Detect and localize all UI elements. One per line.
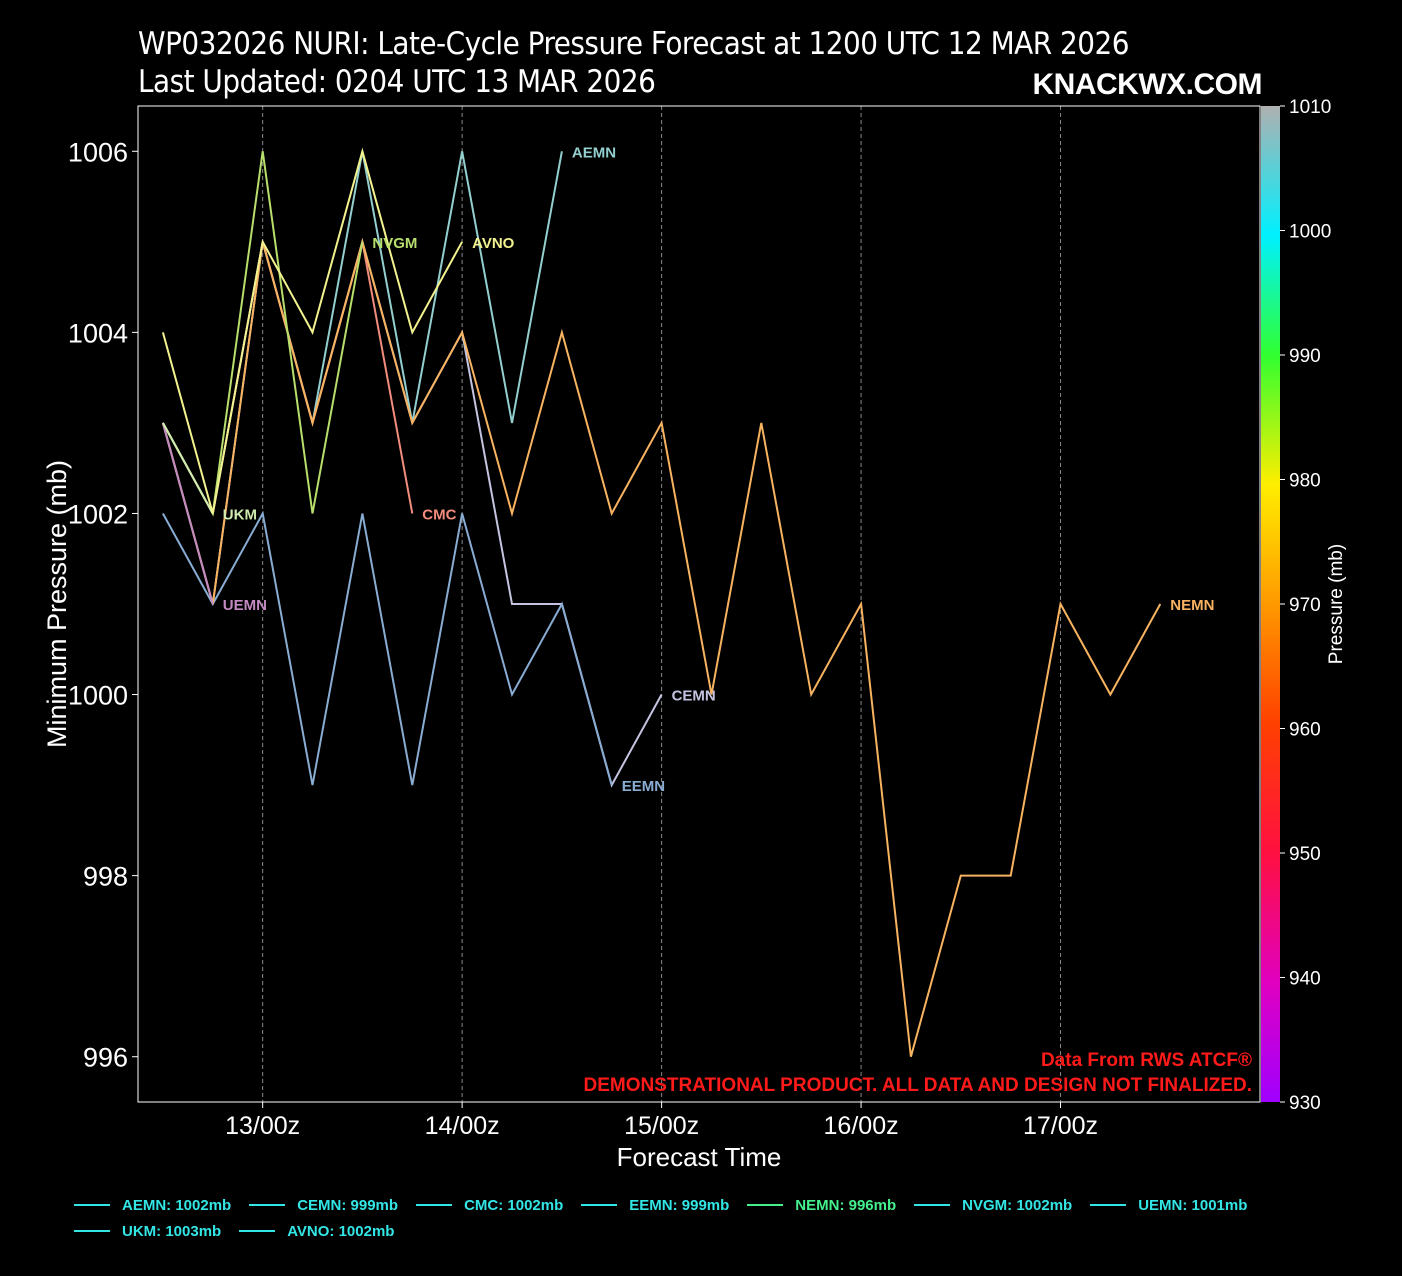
colorbar-tick-label: 970 xyxy=(1289,595,1321,616)
x-tick-label: 14/00z xyxy=(425,1112,500,1140)
legend-entry: AEMN: 1002mb xyxy=(74,1192,231,1218)
colorbar-tick-label: 990 xyxy=(1289,346,1321,367)
colorbar xyxy=(1261,106,1280,1102)
series-label-cemn: CEMN xyxy=(672,688,716,705)
last-updated: Last Updated: 0204 UTC 13 MAR 2026 xyxy=(138,64,656,100)
legend-label: NVGM: 1002mb xyxy=(962,1196,1073,1214)
legend-entry: NVGM: 1002mb xyxy=(914,1192,1072,1218)
disclaimer-note: DEMONSTRATIONAL PRODUCT. ALL DATA AND DE… xyxy=(584,1075,1253,1096)
legend-swatch xyxy=(249,1204,286,1206)
legend-label: AVNO: 1002mb xyxy=(287,1222,395,1240)
y-axis-label: Minimum Pressure (mb) xyxy=(42,460,72,748)
series-line-cmc xyxy=(162,241,414,517)
legend-entry: UEMN: 1001mb xyxy=(1090,1192,1247,1218)
x-axis-label: Forecast Time xyxy=(617,1142,782,1172)
legend: AEMN: 1002mb CEMN: 999mb CMC: 1002mb EEMN: … xyxy=(74,1192,1344,1244)
legend-label: CEMN: 999mb xyxy=(297,1196,399,1214)
chart-title: WP032026 NURI: Late-Cycle Pressure Forec… xyxy=(138,26,1129,62)
y-tick-label: 1000 xyxy=(68,681,128,711)
legend-entry: AVNO: 1002mb xyxy=(239,1218,394,1244)
colorbar-tick-label: 940 xyxy=(1289,969,1321,990)
legend-swatch xyxy=(416,1204,453,1206)
pressure-chart: AEMN CEMN CMC EEMN NEMN NVGM UEMN UKM AVNO 13/00… xyxy=(42,97,1347,1172)
y-tick-label: 1002 xyxy=(68,499,128,529)
series-label-aemn: AEMN xyxy=(572,144,616,161)
series-line-uemn xyxy=(161,422,214,605)
legend-entry: EEMN: 999mb xyxy=(581,1192,729,1218)
series-line-eemn xyxy=(162,510,613,786)
legend-entry: CMC: 1002mb xyxy=(416,1192,563,1218)
legend-swatch xyxy=(1090,1204,1127,1206)
colorbar-tick-label: 960 xyxy=(1289,720,1321,741)
legend-entry: CEMN: 999mb xyxy=(249,1192,398,1218)
legend-swatch xyxy=(581,1204,618,1206)
legend-swatch xyxy=(74,1230,110,1232)
x-tick-label: 15/00z xyxy=(624,1112,699,1140)
colorbar-tick-label: 1010 xyxy=(1289,97,1331,118)
source-note: Data From RWS ATCF® xyxy=(1041,1050,1252,1071)
series-label-nemn: NEMN xyxy=(1170,597,1214,614)
legend-label: UKM: 1003mb xyxy=(122,1222,222,1240)
x-tick-label: 17/00z xyxy=(1023,1112,1098,1140)
x-tick-label: 16/00z xyxy=(824,1112,899,1140)
series-line-ukm xyxy=(162,422,214,514)
legend-swatch xyxy=(239,1230,276,1232)
x-tick-label: 13/00z xyxy=(225,1112,300,1140)
series-label-cmc: CMC xyxy=(422,506,456,523)
colorbar-tick-label: 1000 xyxy=(1289,222,1331,243)
series-label-avno: AVNO xyxy=(472,235,515,252)
colorbar-tick-label: 930 xyxy=(1289,1093,1321,1114)
y-tick-label: 996 xyxy=(83,1043,128,1073)
legend-entry: UKM: 1003mb xyxy=(74,1218,221,1244)
legend-label: AEMN: 1002mb xyxy=(122,1196,232,1214)
series-label-nvgm: NVGM xyxy=(372,235,417,252)
y-tick-label: 998 xyxy=(83,862,128,892)
legend-label: EEMN: 999mb xyxy=(629,1196,730,1214)
colorbar-tick-label: 950 xyxy=(1289,844,1321,865)
plot-frame xyxy=(137,105,1261,1103)
series-label-uemn: UEMN xyxy=(223,597,267,614)
legend-label: CMC: 1002mb xyxy=(464,1196,564,1214)
colorbar-tick-label: 980 xyxy=(1289,471,1321,492)
legend-label: UEMN: 1001mb xyxy=(1138,1196,1248,1214)
series-label-ukm: UKM xyxy=(223,506,257,523)
series-line-avno xyxy=(161,147,463,514)
series-label-eemn: EEMN xyxy=(622,778,665,795)
legend-swatch xyxy=(914,1204,951,1206)
legend-swatch xyxy=(74,1204,110,1206)
series-line-nemn xyxy=(161,238,1162,1057)
legend-label: NEMN: 996mb xyxy=(795,1196,897,1214)
colorbar-label: Pressure (mb) xyxy=(1326,544,1347,664)
brand-logo-text: KNACKWX.COM xyxy=(1032,68,1263,101)
legend-entry: NEMN: 996mb xyxy=(747,1192,896,1218)
y-tick-label: 1004 xyxy=(68,318,128,348)
y-tick-label: 1006 xyxy=(68,137,128,167)
legend-swatch xyxy=(747,1204,784,1206)
